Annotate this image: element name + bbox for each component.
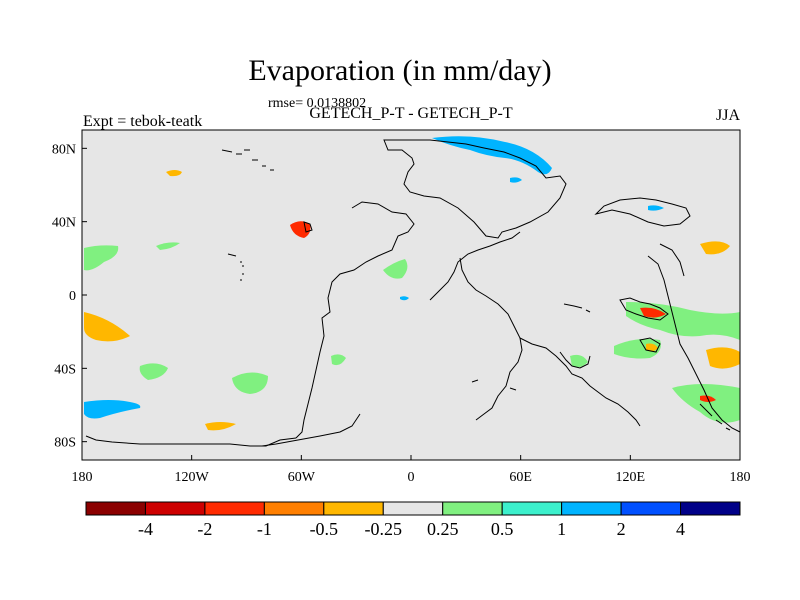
region-north-pacific-west-2 xyxy=(156,242,180,250)
coastline-antarctica xyxy=(261,413,361,447)
y-tick-label: 80S xyxy=(54,436,76,451)
region-north-pacific-west xyxy=(84,245,119,271)
colorbar-label: -0.5 xyxy=(310,519,339,539)
coastline-island-2 xyxy=(639,337,661,353)
colorbar-swatch xyxy=(620,501,682,516)
coastline-island-5 xyxy=(227,253,244,281)
colorbar-label: -4 xyxy=(138,519,153,539)
colorbar-label: 2 xyxy=(617,519,626,539)
colorbar-swatch xyxy=(382,501,444,516)
chart-title: Evaporation (in mm/day) xyxy=(248,54,552,87)
experiment-left-label: Expt = tebok-teatk xyxy=(83,113,203,130)
region-central-atlantic xyxy=(383,259,408,279)
y-tick-label: 40N xyxy=(52,216,76,231)
season-label: JJA xyxy=(716,107,741,124)
x-tick-label: 180 xyxy=(730,470,751,485)
colorbar-swatch xyxy=(561,501,622,516)
colorbar: -4 -2 -1 -0.5 -0.25 0.25 0.5 1 2 4 xyxy=(85,501,741,539)
region-western-us-coast xyxy=(290,221,311,238)
region-south-pacific-east xyxy=(84,312,130,342)
colorbar-swatch xyxy=(680,501,741,516)
colorbar-label: -2 xyxy=(197,519,212,539)
region-maritime-continent-core xyxy=(646,343,658,352)
region-indian-ocean-ne-core xyxy=(640,307,666,318)
coastline-island-8 xyxy=(699,403,731,431)
anomaly-regions xyxy=(84,136,740,431)
coastline-east-asia-2 xyxy=(659,243,685,277)
coastline-east-asia xyxy=(647,255,741,433)
colorbar-swatch xyxy=(263,501,325,516)
region-australia-east xyxy=(706,347,740,369)
experiment-center-label: GETECH_P-T - GETECH_P-T xyxy=(309,105,513,122)
y-tick-label: 80N xyxy=(52,142,76,157)
x-axis: 180 120W 60W 0 60E 120E 180 xyxy=(72,455,751,485)
x-tick-label: 60E xyxy=(509,470,532,485)
region-east-asia-north xyxy=(700,241,730,255)
coastline-island-1 xyxy=(619,297,669,321)
region-india-south xyxy=(570,354,588,368)
coastline-eurasia-east xyxy=(519,337,641,427)
region-south-pacific-mid-2 xyxy=(232,372,268,394)
colorbar-label: -1 xyxy=(257,519,272,539)
x-tick-label: 120W xyxy=(175,470,210,485)
x-tick-label: 180 xyxy=(72,470,93,485)
coastline-south-america xyxy=(85,435,297,447)
coastline-india xyxy=(559,351,591,369)
region-west-pacific-south xyxy=(672,384,740,423)
coastline-island-3 xyxy=(303,221,313,233)
colorbar-label: -0.25 xyxy=(365,519,403,539)
coastline-north-america xyxy=(295,201,415,439)
region-equatorial-atlantic xyxy=(400,296,409,301)
x-tick-label: 0 xyxy=(408,470,415,485)
colorbar-swatch xyxy=(323,501,384,516)
rmse-label: rmse= 0.0138802 xyxy=(268,96,367,111)
coastline-island-4 xyxy=(221,149,274,171)
coastline-asia-islands xyxy=(594,197,691,227)
coastline-africa xyxy=(429,231,521,301)
region-north-pacific-east xyxy=(166,170,182,177)
region-arctic-north-asia xyxy=(432,136,552,175)
coastline-island-7 xyxy=(471,379,517,391)
region-south-atlantic xyxy=(331,354,346,366)
colorbar-swatch xyxy=(442,501,503,516)
region-south-of-asia xyxy=(648,205,664,211)
x-tick-label: 60W xyxy=(288,470,316,485)
x-tick-label: 120E xyxy=(616,470,646,485)
colorbar-swatch xyxy=(204,501,265,516)
map-background xyxy=(82,130,740,460)
colorbar-swatch xyxy=(85,501,146,516)
y-tick-label: 0 xyxy=(69,289,76,304)
region-north-africa xyxy=(510,177,522,183)
colorbar-swatch xyxy=(501,501,563,516)
coastlines xyxy=(85,139,741,447)
region-south-pacific-mid-1 xyxy=(139,363,168,380)
coastline-island-6 xyxy=(563,303,591,313)
colorbar-swatch xyxy=(144,501,206,516)
colorbar-label: 0.25 xyxy=(427,519,459,539)
colorbar-label: 1 xyxy=(557,519,566,539)
colorbar-label: 4 xyxy=(676,519,685,539)
coastline-america xyxy=(383,139,567,239)
y-tick-label: 40S xyxy=(54,362,76,377)
region-southern-ocean-west xyxy=(84,400,141,419)
colorbar-label: 0.5 xyxy=(491,519,514,539)
region-southern-ocean-mid xyxy=(205,422,236,431)
y-axis: 80N 40N 0 40S 80S xyxy=(52,142,87,451)
